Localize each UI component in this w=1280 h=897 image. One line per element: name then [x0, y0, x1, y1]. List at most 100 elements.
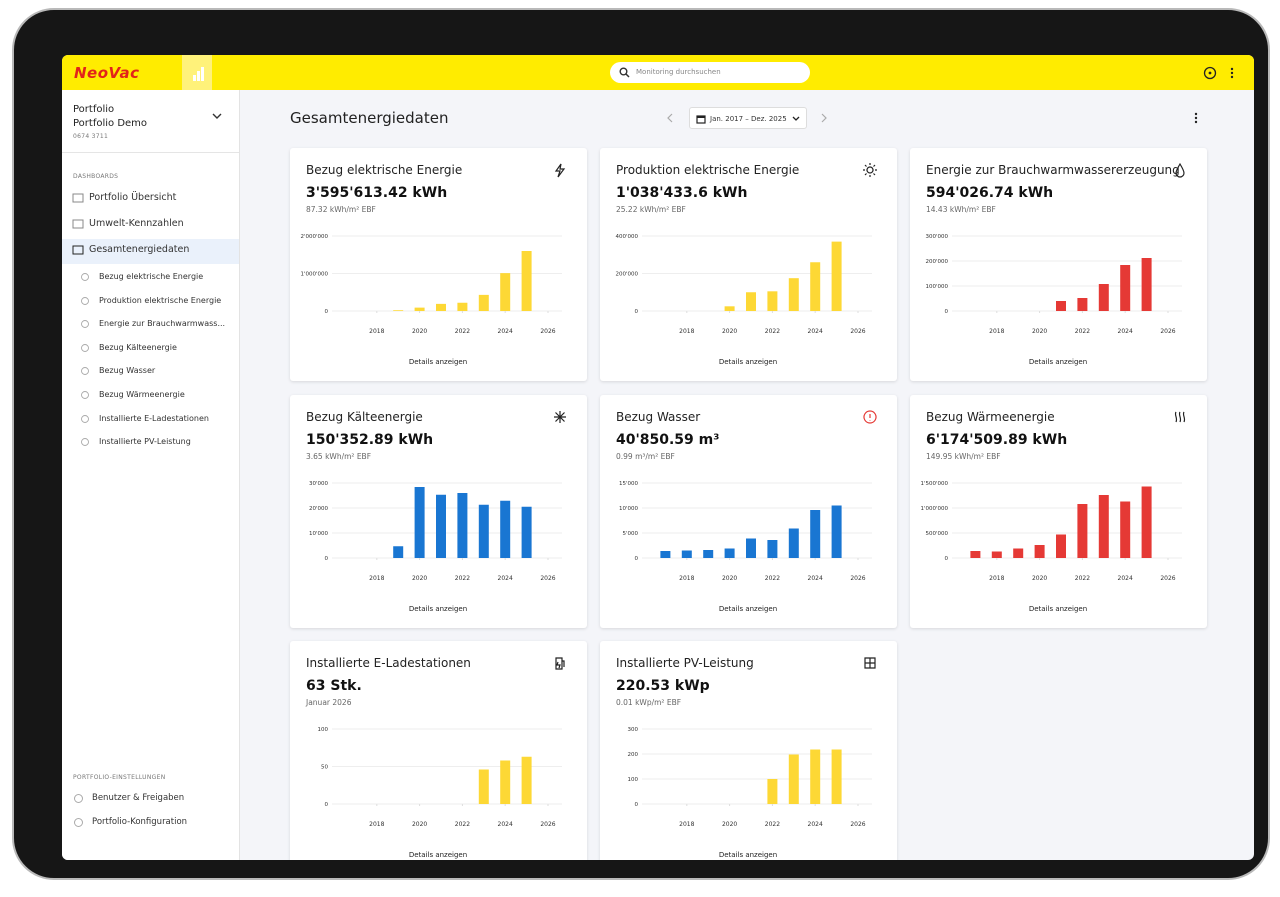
nav-item[interactable]: Gesamtenergiedaten [89, 244, 190, 255]
card-subtitle: 87.32 kWh/m² EBF [306, 205, 376, 214]
card-value: 594'026.74 kWh [926, 185, 1053, 201]
card[interactable]: Installierte PV-Leistung 220.53 kWp 0.01 k… [600, 641, 897, 860]
date-range: Jan. 2017 – Dez. 2025 [710, 115, 787, 123]
card[interactable]: Bezug Wasser 40'850.59 m³ 0.99 m³/m² EBF De… [600, 394, 897, 628]
date-nav[interactable] [664, 111, 834, 125]
icon-shape [74, 794, 83, 803]
details-link[interactable]: Details anzeigen [719, 605, 777, 613]
y-tick-label: 2'000'000 [300, 234, 328, 240]
x-tick-label: 2024 [498, 821, 513, 828]
x-tick-label: 2022 [1075, 575, 1090, 582]
search-box[interactable]: Monitoring durchsuchen [610, 62, 810, 83]
nav-icon [72, 219, 84, 229]
bar [1141, 258, 1152, 311]
bar [414, 307, 425, 311]
bar [478, 504, 489, 558]
bar [393, 310, 404, 311]
x-tick-label: 2022 [765, 328, 780, 335]
y-tick-label: 0 [945, 309, 949, 315]
bar [660, 550, 671, 558]
card-title: Installierte PV-Leistung [616, 656, 754, 670]
bar [1013, 548, 1024, 558]
bar [393, 545, 404, 558]
bar [1077, 503, 1088, 558]
header-icons[interactable] [1202, 65, 1242, 81]
x-tick-label: 2024 [808, 328, 823, 335]
x-tick-label: 2024 [498, 575, 513, 582]
x-tick-label: 2022 [455, 821, 470, 828]
details-link[interactable]: Details anzeigen [1029, 605, 1087, 613]
y-tick-label: 100 [628, 777, 639, 783]
x-tick-label: 2026 [1160, 575, 1175, 582]
bar [500, 500, 511, 558]
icon-shape [72, 219, 84, 229]
x-tick-label: 2024 [1118, 328, 1133, 335]
bar [970, 550, 981, 558]
app-icon [182, 55, 212, 90]
logo[interactable]: NeoVac [74, 64, 140, 82]
calendar-icon [696, 115, 706, 124]
x-tick-label: 2026 [850, 575, 865, 582]
bar [1120, 265, 1131, 311]
card[interactable]: Produktion elektrische Energie 1'038'433.… [600, 148, 897, 381]
date-picker[interactable]: Jan. 2017 – Dez. 2025 [689, 107, 807, 129]
nav-item[interactable]: Benutzer & Freigaben [92, 793, 185, 803]
bar [1120, 501, 1131, 558]
nav-subitem[interactable]: Energie zur Brauchwarmwass... [99, 319, 226, 329]
nav-subitem[interactable]: Installierte E-Ladestationen [99, 413, 209, 423]
card[interactable]: Bezug Kälteenergie 150'352.89 kWh 3.65 kWh… [290, 394, 587, 628]
bar [746, 292, 756, 311]
card-content: Energie zur Brauchwarmwassererzeugung 594… [925, 162, 1185, 366]
bar [831, 241, 842, 311]
more-menu[interactable] [1192, 111, 1200, 125]
y-tick-label: 200'000 [615, 272, 638, 278]
y-tick-label: 10'000 [309, 531, 329, 537]
card[interactable]: Bezug Wärmeenergie 6'174'509.89 kWh 149.95… [910, 394, 1207, 628]
card[interactable]: Energie zur Brauchwarmwassererzeugung 594… [910, 148, 1207, 381]
details-link[interactable]: Details anzeigen [409, 358, 467, 366]
nav-subitem[interactable]: Produktion elektrische Energie [99, 295, 222, 305]
nav-subitem[interactable]: Bezug Wärmeenergie [99, 390, 185, 399]
x-tick-label: 2018 [369, 575, 384, 582]
bar [1077, 298, 1088, 311]
nav-subitem[interactable]: Installierte PV-Leistung [99, 437, 191, 447]
icon-shape [554, 410, 566, 423]
card-icon [863, 163, 877, 177]
bar [724, 306, 735, 311]
icon-shape [81, 367, 89, 376]
card-subtitle: 0.01 kWp/m² EBF [616, 698, 681, 707]
bar [831, 749, 842, 804]
x-tick-label: 2018 [679, 821, 694, 828]
details-link[interactable]: Details anzeigen [409, 851, 467, 859]
nav-item[interactable]: Portfolio-Konfiguration [92, 817, 188, 827]
x-tick-label: 2022 [765, 821, 780, 828]
chevron[interactable] [212, 112, 222, 120]
nav-icon [81, 391, 89, 399]
bar [521, 251, 532, 311]
card[interactable]: Installierte E-Ladestationen 63 Stk. Janua… [290, 641, 587, 860]
nav-icon [74, 818, 83, 827]
card-value: 1'038'433.6 kWh [616, 185, 747, 201]
nav-item[interactable]: Portfolio Übersicht [89, 192, 177, 203]
nav-subitem[interactable]: Bezug Kälteenergie [99, 342, 177, 352]
details-link[interactable]: Details anzeigen [719, 851, 777, 859]
x-tick-label: 2024 [808, 821, 823, 828]
portfolio-id: 0674 3711 [73, 133, 109, 140]
details-link[interactable]: Details anzeigen [409, 605, 467, 613]
bar [436, 303, 446, 311]
nav-subitem[interactable]: Bezug elektrische Energie [99, 272, 204, 281]
bar [521, 756, 532, 804]
details-link[interactable]: Details anzeigen [1029, 358, 1087, 366]
bar [1098, 494, 1109, 558]
nav-subitem[interactable]: Bezug Wasser [99, 366, 156, 376]
nav-icon [81, 273, 89, 281]
details-link[interactable]: Details anzeigen [719, 358, 777, 366]
card[interactable]: Bezug elektrische Energie 3'595'613.42 kW… [290, 148, 587, 381]
y-tick-label: 200 [628, 752, 639, 758]
nav-icon [81, 343, 89, 352]
nav-item[interactable]: Umwelt-Kennzahlen [89, 218, 184, 229]
portfolio-name[interactable]: Portfolio Demo [73, 118, 148, 129]
tablet-frame: NeoVac Monitoring durchsuchen Portfolio … [12, 8, 1270, 880]
y-tick-label: 300 [628, 727, 639, 733]
top-bar: NeoVac Monitoring durchsuchen [62, 55, 1254, 90]
